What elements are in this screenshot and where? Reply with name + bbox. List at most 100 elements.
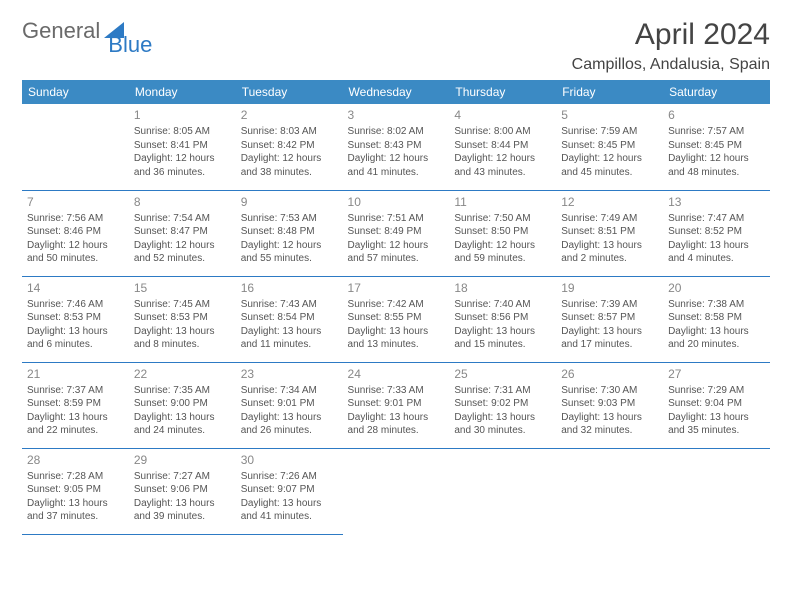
day-sunset: Sunset: 9:02 PM [454, 397, 551, 411]
day-sunset: Sunset: 8:41 PM [134, 139, 231, 153]
day-sunrise: Sunrise: 7:49 AM [561, 212, 658, 226]
calendar-day-cell: 9Sunrise: 7:53 AMSunset: 8:48 PMDaylight… [236, 190, 343, 276]
day-daylight2: and 43 minutes. [454, 166, 551, 180]
day-daylight2: and 59 minutes. [454, 252, 551, 266]
col-thursday: Thursday [449, 80, 556, 104]
day-number: 20 [668, 280, 765, 296]
day-daylight1: Daylight: 13 hours [241, 325, 338, 339]
day-number: 7 [27, 194, 124, 210]
calendar-day-cell: 25Sunrise: 7:31 AMSunset: 9:02 PMDayligh… [449, 362, 556, 448]
day-number: 16 [241, 280, 338, 296]
day-sunset: Sunset: 8:44 PM [454, 139, 551, 153]
location-label: Campillos, Andalusia, Spain [572, 56, 770, 74]
calendar-day-cell: 18Sunrise: 7:40 AMSunset: 8:56 PMDayligh… [449, 276, 556, 362]
day-daylight2: and 17 minutes. [561, 338, 658, 352]
day-sunset: Sunset: 9:01 PM [348, 397, 445, 411]
day-sunrise: Sunrise: 7:47 AM [668, 212, 765, 226]
calendar-week-row: 21Sunrise: 7:37 AMSunset: 8:59 PMDayligh… [22, 362, 770, 448]
calendar-week-row: 28Sunrise: 7:28 AMSunset: 9:05 PMDayligh… [22, 448, 770, 534]
day-sunrise: Sunrise: 7:33 AM [348, 384, 445, 398]
day-daylight2: and 38 minutes. [241, 166, 338, 180]
day-daylight2: and 6 minutes. [27, 338, 124, 352]
day-daylight1: Daylight: 13 hours [348, 325, 445, 339]
calendar-day-cell: 26Sunrise: 7:30 AMSunset: 9:03 PMDayligh… [556, 362, 663, 448]
calendar-day-cell: 3Sunrise: 8:02 AMSunset: 8:43 PMDaylight… [343, 104, 450, 190]
calendar-day-cell: 24Sunrise: 7:33 AMSunset: 9:01 PMDayligh… [343, 362, 450, 448]
day-daylight2: and 4 minutes. [668, 252, 765, 266]
day-daylight1: Daylight: 12 hours [348, 239, 445, 253]
calendar-day-cell: 15Sunrise: 7:45 AMSunset: 8:53 PMDayligh… [129, 276, 236, 362]
day-number: 15 [134, 280, 231, 296]
calendar-day-cell: 29Sunrise: 7:27 AMSunset: 9:06 PMDayligh… [129, 448, 236, 534]
day-daylight2: and 55 minutes. [241, 252, 338, 266]
calendar-header-row: Sunday Monday Tuesday Wednesday Thursday… [22, 80, 770, 104]
calendar-day-cell: 27 Sunrise: 7:29 AMSunset: 9:04 PMDayligh… [663, 362, 770, 448]
day-daylight2: and 41 minutes. [348, 166, 445, 180]
calendar-day-cell [22, 104, 129, 190]
day-daylight1: Daylight: 13 hours [134, 497, 231, 511]
day-number: 4 [454, 107, 551, 123]
day-sunrise: Sunrise: 7:29 AM [668, 384, 765, 398]
day-sunrise: Sunrise: 7:45 AM [134, 298, 231, 312]
calendar-week-row: 14Sunrise: 7:46 AMSunset: 8:53 PMDayligh… [22, 276, 770, 362]
day-daylight1: Daylight: 13 hours [668, 239, 765, 253]
calendar-day-cell: 1Sunrise: 8:05 AMSunset: 8:41 PMDaylight… [129, 104, 236, 190]
col-sunday: Sunday [22, 80, 129, 104]
day-sunset: Sunset: 9:03 PM [561, 397, 658, 411]
day-sunset: Sunset: 9:05 PM [27, 483, 124, 497]
day-daylight1: Daylight: 13 hours [27, 411, 124, 425]
day-daylight2: and 32 minutes. [561, 424, 658, 438]
day-sunset: Sunset: 9:01 PM [241, 397, 338, 411]
day-sunset: Sunset: 9:04 PM [668, 397, 765, 411]
calendar-day-cell [556, 448, 663, 534]
day-sunrise: Sunrise: 7:30 AM [561, 384, 658, 398]
day-sunset: Sunset: 8:48 PM [241, 225, 338, 239]
calendar-day-cell: 23Sunrise: 7:34 AMSunset: 9:01 PMDayligh… [236, 362, 343, 448]
day-sunrise: Sunrise: 7:56 AM [27, 212, 124, 226]
page-title: April 2024 [572, 18, 770, 52]
day-daylight1: Daylight: 12 hours [454, 152, 551, 166]
day-daylight1: Daylight: 12 hours [134, 239, 231, 253]
day-sunset: Sunset: 8:54 PM [241, 311, 338, 325]
day-number: 3 [348, 107, 445, 123]
day-daylight1: Daylight: 13 hours [454, 325, 551, 339]
day-number: 6 [668, 107, 765, 123]
day-number: 2 [241, 107, 338, 123]
day-sunrise: Sunrise: 7:28 AM [27, 470, 124, 484]
calendar-week-row: 7Sunrise: 7:56 AMSunset: 8:46 PMDaylight… [22, 190, 770, 276]
day-sunrise: Sunrise: 8:03 AM [241, 125, 338, 139]
day-daylight2: and 13 minutes. [348, 338, 445, 352]
day-sunset: Sunset: 8:59 PM [27, 397, 124, 411]
day-sunrise: Sunrise: 7:38 AM [668, 298, 765, 312]
day-number: 25 [454, 366, 551, 382]
calendar-day-cell: 21Sunrise: 7:37 AMSunset: 8:59 PMDayligh… [22, 362, 129, 448]
day-daylight1: Daylight: 13 hours [561, 411, 658, 425]
day-daylight1: Daylight: 12 hours [241, 239, 338, 253]
calendar-body: 1Sunrise: 8:05 AMSunset: 8:41 PMDaylight… [22, 104, 770, 534]
day-daylight1: Daylight: 13 hours [668, 411, 765, 425]
day-sunrise: Sunrise: 7:35 AM [134, 384, 231, 398]
day-daylight2: and 8 minutes. [134, 338, 231, 352]
day-sunrise: Sunrise: 8:02 AM [348, 125, 445, 139]
day-daylight2: and 57 minutes. [348, 252, 445, 266]
day-daylight2: and 15 minutes. [454, 338, 551, 352]
day-sunrise: Sunrise: 7:40 AM [454, 298, 551, 312]
day-number: 27 [668, 366, 765, 382]
day-number: 11 [454, 194, 551, 210]
calendar-day-cell: 7Sunrise: 7:56 AMSunset: 8:46 PMDaylight… [22, 190, 129, 276]
day-sunrise: Sunrise: 7:46 AM [27, 298, 124, 312]
day-daylight2: and 11 minutes. [241, 338, 338, 352]
day-daylight2: and 20 minutes. [668, 338, 765, 352]
calendar-day-cell: 22Sunrise: 7:35 AMSunset: 9:00 PMDayligh… [129, 362, 236, 448]
day-number: 23 [241, 366, 338, 382]
day-sunset: Sunset: 9:00 PM [134, 397, 231, 411]
day-number: 22 [134, 366, 231, 382]
day-daylight2: and 48 minutes. [668, 166, 765, 180]
calendar-day-cell: 11Sunrise: 7:50 AMSunset: 8:50 PMDayligh… [449, 190, 556, 276]
day-number: 10 [348, 194, 445, 210]
calendar-week-row: 1Sunrise: 8:05 AMSunset: 8:41 PMDaylight… [22, 104, 770, 190]
day-number: 12 [561, 194, 658, 210]
day-number: 17 [348, 280, 445, 296]
day-sunrise: Sunrise: 7:54 AM [134, 212, 231, 226]
calendar-day-cell: 8Sunrise: 7:54 AMSunset: 8:47 PMDaylight… [129, 190, 236, 276]
